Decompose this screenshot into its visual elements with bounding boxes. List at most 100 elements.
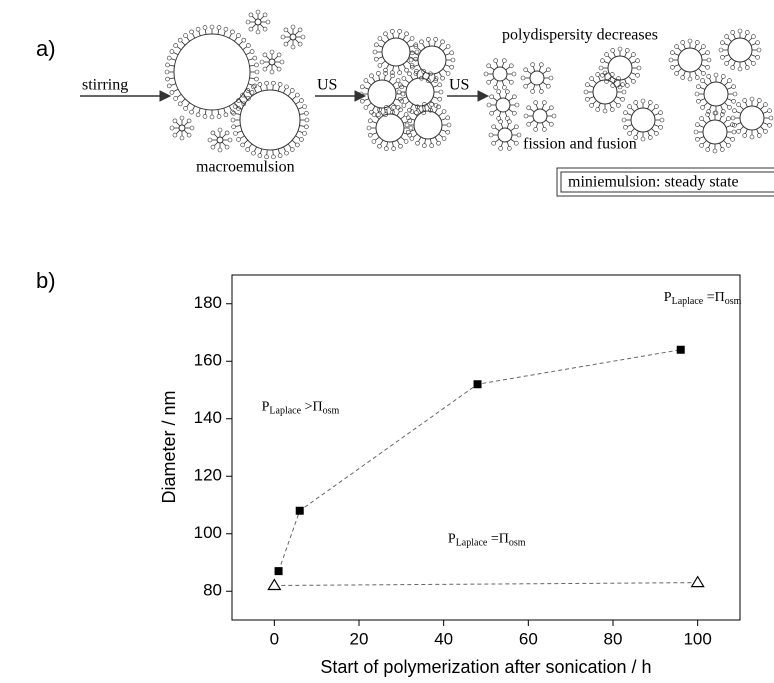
droplet — [630, 107, 656, 133]
surfactant-head — [262, 66, 268, 72]
surfactant-head — [279, 59, 285, 65]
surfactant — [702, 140, 707, 145]
surfactant — [434, 136, 438, 142]
surfactant-head — [731, 84, 736, 90]
surfactant — [406, 60, 411, 65]
surfactant — [762, 111, 768, 114]
surfactant-head — [583, 89, 589, 95]
surfactant-head — [700, 78, 705, 83]
surfactant — [750, 54, 756, 57]
surfactant — [214, 141, 219, 146]
surfactant — [744, 60, 747, 66]
surfactant — [294, 31, 299, 36]
surfactant — [607, 55, 612, 60]
surfactant — [445, 53, 450, 56]
surfactant — [413, 112, 418, 117]
surfactant-head — [255, 9, 261, 15]
surfactant — [607, 76, 612, 81]
surfactant — [392, 65, 394, 71]
surfactant-head — [658, 124, 663, 130]
surfactant-head — [767, 122, 772, 128]
surfactant — [615, 96, 621, 99]
surfactant — [400, 136, 405, 141]
surfactant-head — [595, 107, 601, 112]
surfactant-head — [189, 109, 194, 115]
surfactant — [495, 62, 499, 68]
surfactant-head — [712, 110, 718, 116]
surfactant-head — [756, 98, 762, 103]
surfactant — [505, 77, 510, 82]
surfactant — [192, 105, 196, 111]
surfactant — [173, 88, 179, 92]
surfactant-head — [705, 50, 710, 56]
surfactant-head — [183, 106, 188, 111]
surfactant — [291, 96, 297, 101]
surfactant-head — [271, 80, 276, 86]
surfactant-head — [358, 91, 364, 97]
droplet — [532, 108, 548, 124]
diagram-drawing — [80, 9, 774, 197]
surfactant-head — [687, 38, 693, 44]
x-tick-label: 60 — [519, 629, 538, 648]
surfactant — [535, 104, 539, 110]
surfactant — [364, 98, 369, 101]
surfactant-head — [631, 79, 636, 84]
surfactant-head — [731, 98, 736, 104]
surfactant-head — [670, 64, 675, 70]
surfactant-head — [445, 129, 451, 135]
droplet — [367, 79, 397, 109]
annotation-part: P — [448, 532, 456, 547]
surfactant-head — [680, 75, 686, 80]
surfactant-head — [390, 73, 395, 79]
surfactant — [683, 70, 686, 76]
surfactant — [430, 106, 432, 112]
surfactant — [238, 41, 243, 46]
surfactant-head — [674, 71, 679, 76]
surfactant-head — [428, 71, 433, 77]
surfactant-head — [589, 103, 594, 108]
surfactant-head — [401, 76, 407, 81]
surfactant — [223, 108, 226, 114]
surfactant — [700, 53, 706, 56]
surfactant — [725, 125, 731, 128]
surfactant — [294, 38, 299, 43]
surfactant-head — [367, 132, 373, 138]
step-label: stirring — [82, 77, 128, 94]
surfactant — [495, 127, 500, 132]
surfactant-head — [210, 130, 216, 136]
surfactant-head — [290, 44, 296, 50]
data-point — [473, 380, 482, 389]
surfactant-head — [647, 135, 653, 140]
surfactant-head — [302, 131, 307, 136]
surfactant — [504, 93, 508, 99]
surfactant — [266, 56, 271, 61]
droplet — [529, 70, 545, 86]
surfactant-head — [736, 102, 741, 107]
surfactant — [176, 94, 182, 98]
surfactant-head — [246, 43, 251, 48]
surfactant-head — [526, 121, 531, 127]
surfactant — [677, 68, 682, 73]
droplet — [216, 136, 224, 144]
droplet — [254, 18, 262, 26]
surfactant-head — [732, 122, 737, 128]
surfactant-head — [694, 75, 700, 80]
surfactant-head — [428, 107, 433, 113]
surfactant-head — [436, 104, 441, 110]
surfactant — [760, 105, 765, 110]
surfactant — [694, 44, 697, 50]
surfactant — [532, 66, 536, 72]
surfactant-head — [414, 69, 419, 74]
surfactant — [613, 78, 616, 84]
surfactant-head — [414, 110, 419, 115]
surfactant-head — [409, 136, 415, 141]
surfactant-head — [699, 116, 704, 121]
surfactant — [176, 122, 181, 127]
surfactant-head — [233, 131, 238, 136]
surfactant-head — [640, 98, 646, 104]
surfactant — [248, 143, 253, 149]
surfactant — [237, 106, 243, 110]
surfactant-head — [631, 52, 636, 57]
surfactant — [627, 113, 633, 116]
surfactant — [422, 73, 424, 79]
